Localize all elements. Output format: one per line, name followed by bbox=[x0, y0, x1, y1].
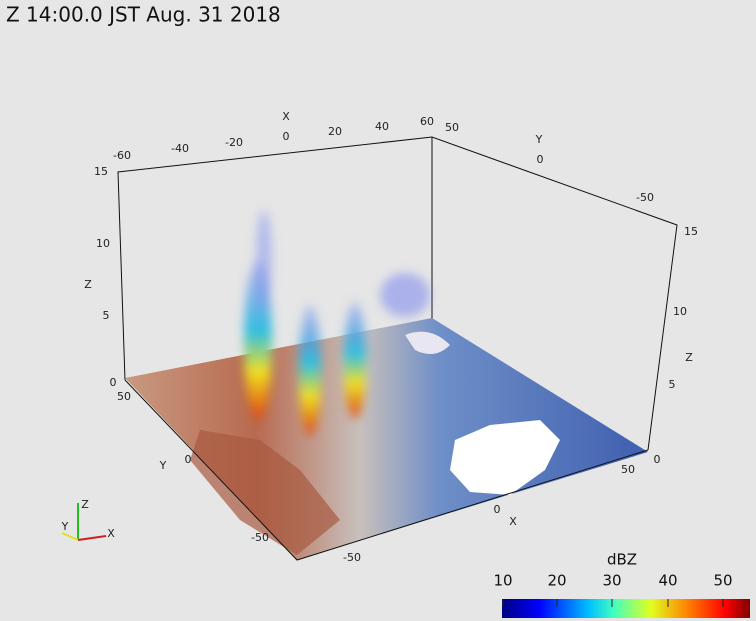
axis-letter: Z bbox=[81, 498, 89, 511]
tick-label: 15 bbox=[684, 225, 698, 238]
tick-label: 10 bbox=[96, 237, 110, 250]
axis-label: Y bbox=[535, 133, 543, 146]
axis-label: Z bbox=[685, 351, 693, 364]
tick-label: 50 bbox=[621, 463, 635, 476]
tick-label: 0 bbox=[494, 503, 501, 516]
y-top-axis: Y 50 0 -50 bbox=[445, 121, 654, 204]
colorbar-tick: 10 bbox=[493, 572, 512, 590]
lake bbox=[450, 420, 560, 495]
colorbar-tick: 40 bbox=[658, 572, 677, 590]
x-top-axis: X -60 -40 -20 0 20 40 60 bbox=[113, 110, 434, 162]
tick-label: -40 bbox=[171, 142, 189, 155]
tick-label: 0 bbox=[537, 153, 544, 166]
colorbar-tick: 30 bbox=[602, 572, 621, 590]
tick-label: 50 bbox=[117, 390, 131, 403]
tick-label: 20 bbox=[328, 125, 342, 138]
colorbar: dBZ 10 20 30 40 50 bbox=[493, 551, 750, 618]
z-right-axis: Z 15 10 5 0 bbox=[654, 225, 699, 466]
mountains bbox=[190, 430, 340, 555]
tick-label: 0 bbox=[654, 453, 661, 466]
tick-label: -50 bbox=[251, 531, 269, 544]
tick-label: 15 bbox=[94, 165, 108, 178]
colorbar-title: dBZ bbox=[607, 551, 637, 569]
tick-label: 5 bbox=[103, 309, 110, 322]
title: Z 14:00.0 JST Aug. 31 2018 bbox=[6, 3, 281, 27]
tick-label: 0 bbox=[283, 130, 290, 143]
tick-label: -60 bbox=[113, 149, 131, 162]
tick-label: 40 bbox=[375, 120, 389, 133]
axis-label: Z bbox=[84, 278, 92, 291]
z-left-axis: Z 15 10 5 0 bbox=[84, 165, 116, 389]
bounding-box bbox=[124, 379, 649, 561]
tick-label: 0 bbox=[110, 376, 117, 389]
tick-label: 60 bbox=[420, 115, 434, 128]
radar-echoes bbox=[244, 210, 430, 435]
orientation-axes: Z X Y bbox=[61, 498, 115, 541]
tick-label: -50 bbox=[636, 191, 654, 204]
colorbar-tick: 20 bbox=[547, 572, 566, 590]
coast bbox=[405, 331, 450, 354]
tick-label: 5 bbox=[669, 378, 676, 391]
x-bottom-axis: X -50 0 50 bbox=[343, 463, 635, 564]
tick-label: 0 bbox=[185, 453, 192, 466]
axis-letter: X bbox=[107, 527, 115, 540]
tick-label: 50 bbox=[445, 121, 459, 134]
tick-label: -20 bbox=[225, 136, 243, 149]
axis-label: Y bbox=[159, 459, 167, 472]
colorbar-tick: 50 bbox=[713, 572, 732, 590]
tick-label: 10 bbox=[673, 305, 687, 318]
y-bottom-axis: Y 50 0 -50 bbox=[117, 390, 269, 544]
axis-label: X bbox=[509, 515, 517, 528]
axis-letter: Y bbox=[61, 520, 69, 533]
axis-label: X bbox=[282, 110, 290, 123]
tick-label: -50 bbox=[343, 551, 361, 564]
colorbar-gradient bbox=[502, 599, 750, 618]
